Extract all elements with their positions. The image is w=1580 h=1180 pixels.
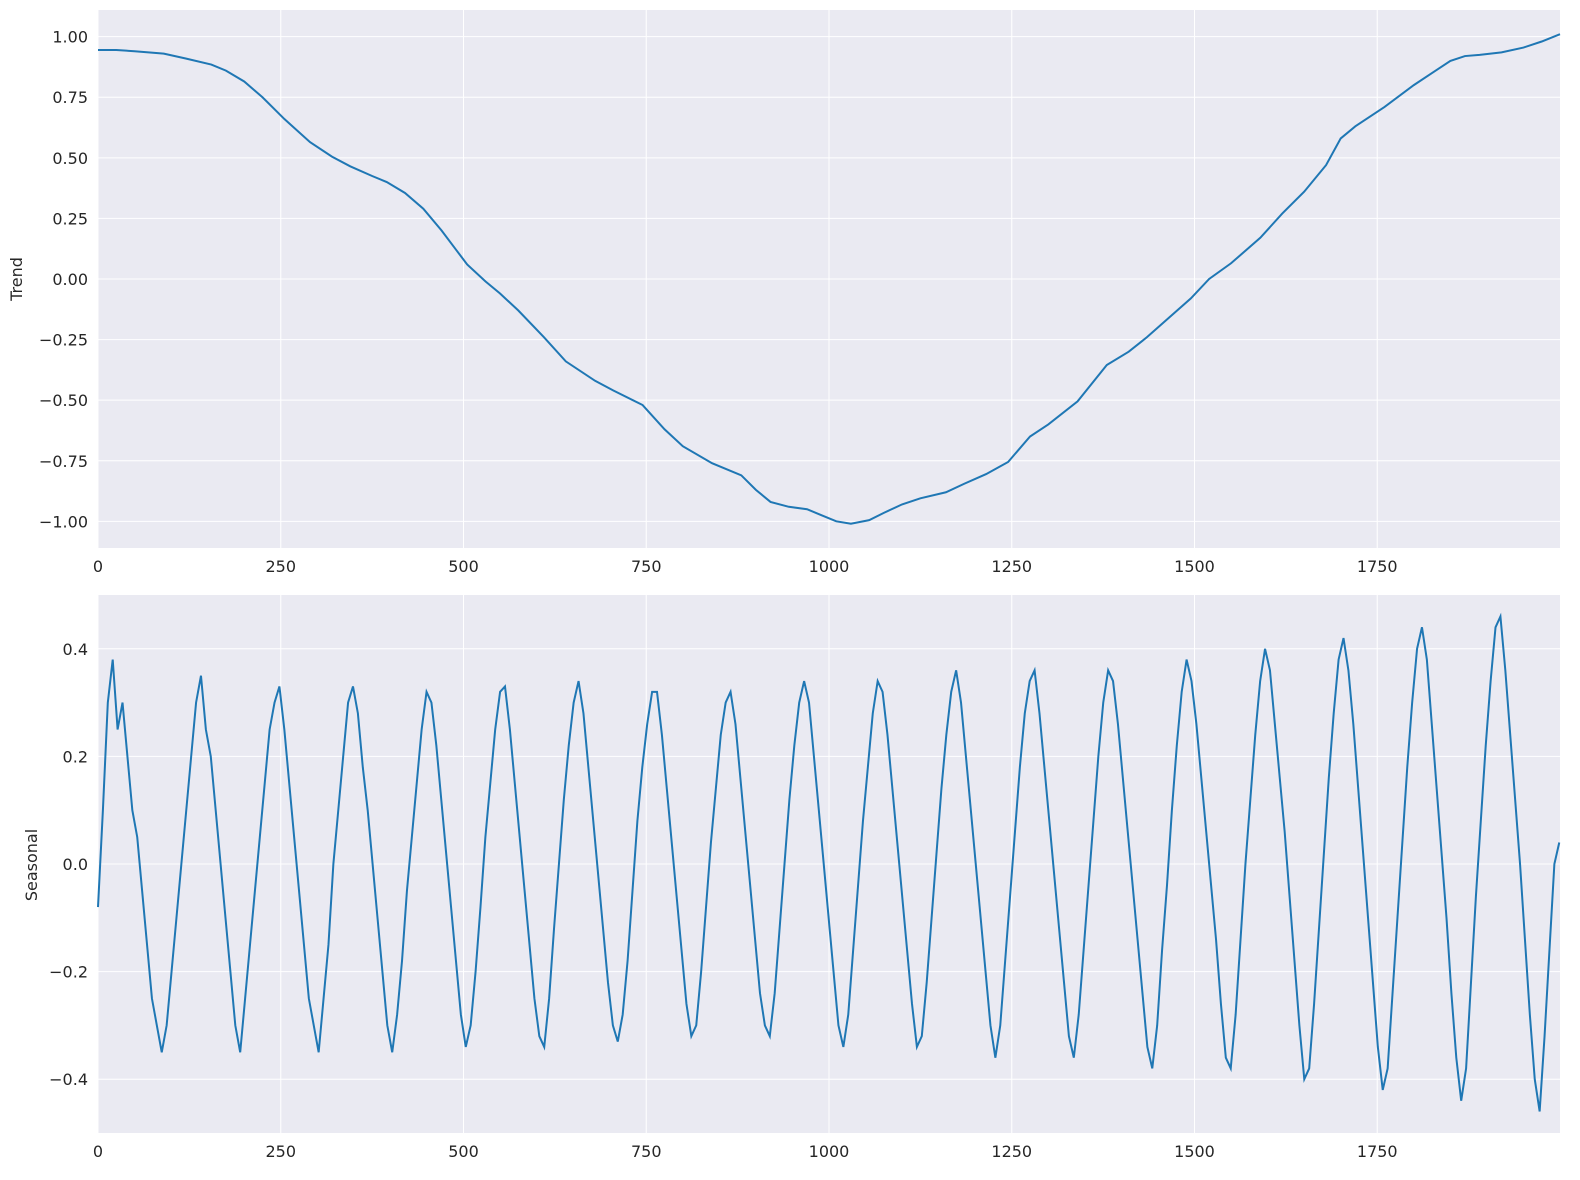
trend-x-tick-label: 0 [93,557,103,576]
trend-y-tick-label: 0.25 [52,209,88,228]
trend-y-tick-label: −0.75 [39,452,88,471]
trend-y-tick-label: 1.00 [52,28,88,47]
trend-y-tick-labels: 1.00 0.75 0.50 0.25 0.00 −0.25 −0.50 −0.75 −1.00 [39,28,88,532]
trend-y-tick-label: 0.00 [52,270,88,289]
trend-x-tick-label: 250 [265,557,296,576]
trend-y-tick-label: 0.75 [52,88,88,107]
seasonal-y-tick-labels: 0.4 0.2 0.0 −0.2 −0.4 [49,640,88,1089]
seasonal-panel: 0 250 500 750 1000 1250 1500 1750 0.4 0.2 0.0 −0.2… [22,595,1561,1161]
seasonal-y-tick-label: −0.2 [49,963,88,982]
trend-x-tick-label: 750 [631,557,662,576]
seasonal-y-tick-label: 0.4 [63,640,88,659]
seasonal-x-tick-label: 1000 [809,1142,850,1161]
seasonal-x-tick-label: 1250 [991,1142,1032,1161]
trend-x-tick-label: 1000 [809,557,850,576]
trend-y-tick-label: −0.50 [39,391,88,410]
trend-y-tick-label: −1.00 [39,512,88,531]
seasonal-x-tick-label: 0 [93,1142,103,1161]
trend-y-axis-label: Trend [7,257,26,302]
trend-y-tick-label: 0.50 [52,149,88,168]
trend-x-tick-label: 1500 [1174,557,1215,576]
trend-series-line [98,33,1561,525]
seasonal-gridlines [97,595,1560,1133]
seasonal-y-tick-label: 0.2 [63,747,88,766]
seasonal-x-tick-label: 1500 [1174,1142,1215,1161]
trend-x-tick-labels: 0 250 500 750 1000 1250 1500 1750 [93,557,1398,576]
seasonal-x-tick-label: 1750 [1357,1142,1398,1161]
seasonal-x-tick-label: 500 [448,1142,479,1161]
trend-x-tick-label: 500 [448,557,479,576]
trend-panel: 0 250 500 750 1000 1250 1500 1750 1.00 0.75 0.50 0… [7,10,1561,576]
seasonal-series-line [97,612,1561,1112]
trend-y-tick-label: −0.25 [39,331,88,350]
seasonal-y-tick-label: 0.0 [63,855,88,874]
trend-gridlines [97,10,1560,548]
trend-x-tick-label: 1250 [991,557,1032,576]
trend-x-tick-label: 1750 [1357,557,1398,576]
seasonal-y-axis-label: Seasonal [22,829,41,901]
seasonal-x-tick-label: 250 [265,1142,296,1161]
seasonal-x-tick-label: 750 [631,1142,662,1161]
seasonal-x-tick-labels: 0 250 500 750 1000 1250 1500 1750 [93,1142,1398,1161]
seasonal-y-tick-label: −0.4 [49,1070,88,1089]
